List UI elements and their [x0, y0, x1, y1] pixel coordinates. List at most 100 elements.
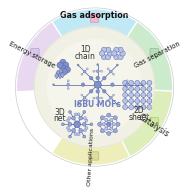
Text: Other applications: Other applications [87, 128, 95, 186]
Circle shape [61, 69, 68, 75]
Circle shape [123, 86, 128, 91]
Text: Gas adsorption: Gas adsorption [60, 11, 129, 20]
Circle shape [69, 135, 71, 138]
Circle shape [118, 47, 123, 53]
Circle shape [67, 88, 69, 90]
Circle shape [123, 93, 128, 98]
Circle shape [34, 27, 155, 147]
Circle shape [101, 47, 107, 53]
Circle shape [114, 54, 119, 60]
Circle shape [141, 80, 146, 85]
Circle shape [66, 119, 69, 122]
Circle shape [129, 93, 134, 98]
Circle shape [126, 83, 129, 86]
Circle shape [67, 80, 69, 82]
Circle shape [96, 90, 100, 93]
Circle shape [147, 93, 152, 98]
Circle shape [105, 118, 108, 122]
Circle shape [101, 97, 103, 99]
Circle shape [83, 135, 86, 138]
Circle shape [96, 97, 99, 100]
Text: Energy storage: Energy storage [8, 41, 56, 70]
FancyBboxPatch shape [90, 152, 99, 160]
Circle shape [112, 123, 115, 126]
Circle shape [15, 8, 174, 166]
Circle shape [97, 104, 99, 106]
Circle shape [85, 119, 88, 122]
Circle shape [123, 105, 128, 110]
Text: 2D: 2D [134, 106, 144, 115]
Wedge shape [94, 22, 172, 91]
Text: ISBU MOFs: ISBU MOFs [74, 100, 121, 109]
Circle shape [97, 64, 99, 66]
Circle shape [107, 122, 111, 127]
Circle shape [74, 113, 77, 116]
Circle shape [114, 47, 119, 53]
Circle shape [129, 80, 134, 85]
Circle shape [53, 84, 55, 86]
Circle shape [147, 99, 152, 104]
Circle shape [79, 129, 83, 132]
Circle shape [112, 73, 115, 75]
Circle shape [141, 84, 143, 86]
Circle shape [141, 105, 146, 110]
Wedge shape [52, 9, 137, 87]
FancyBboxPatch shape [90, 14, 99, 22]
Wedge shape [17, 22, 94, 91]
Circle shape [135, 99, 140, 104]
FancyBboxPatch shape [150, 49, 158, 57]
Circle shape [68, 117, 71, 120]
Circle shape [118, 54, 123, 60]
Circle shape [61, 123, 64, 126]
Circle shape [83, 111, 86, 113]
Circle shape [107, 131, 111, 136]
Circle shape [64, 67, 70, 73]
Circle shape [89, 89, 93, 93]
Text: 1D: 1D [80, 45, 90, 54]
Polygon shape [55, 73, 59, 79]
Circle shape [126, 88, 128, 90]
Circle shape [93, 97, 95, 99]
Circle shape [96, 76, 100, 80]
Circle shape [81, 94, 83, 96]
Circle shape [69, 111, 71, 113]
Circle shape [126, 80, 128, 82]
Polygon shape [59, 68, 63, 74]
Circle shape [107, 100, 109, 101]
Circle shape [100, 129, 104, 133]
Circle shape [109, 70, 112, 73]
Circle shape [90, 123, 93, 126]
Circle shape [77, 103, 79, 105]
Circle shape [105, 47, 111, 53]
Circle shape [86, 68, 88, 70]
Circle shape [102, 89, 106, 93]
Circle shape [68, 129, 71, 132]
Circle shape [83, 70, 86, 73]
Circle shape [82, 122, 86, 126]
Circle shape [113, 129, 117, 133]
Circle shape [141, 93, 146, 98]
Circle shape [66, 126, 69, 129]
Circle shape [47, 40, 142, 135]
Circle shape [129, 105, 134, 110]
Circle shape [86, 100, 88, 101]
Circle shape [110, 118, 113, 122]
Circle shape [116, 122, 120, 126]
Text: net: net [53, 114, 66, 123]
Circle shape [60, 65, 66, 71]
Wedge shape [52, 87, 130, 165]
Circle shape [84, 129, 87, 132]
Circle shape [74, 133, 77, 136]
Circle shape [93, 70, 95, 72]
Circle shape [116, 64, 119, 66]
Text: chain: chain [75, 52, 95, 61]
Text: Gas separation: Gas separation [133, 41, 181, 69]
Circle shape [109, 96, 112, 99]
Circle shape [135, 86, 140, 91]
Circle shape [147, 86, 152, 91]
Circle shape [147, 80, 152, 85]
FancyBboxPatch shape [150, 117, 158, 126]
Circle shape [102, 76, 106, 80]
Circle shape [112, 51, 117, 56]
Circle shape [72, 116, 75, 120]
